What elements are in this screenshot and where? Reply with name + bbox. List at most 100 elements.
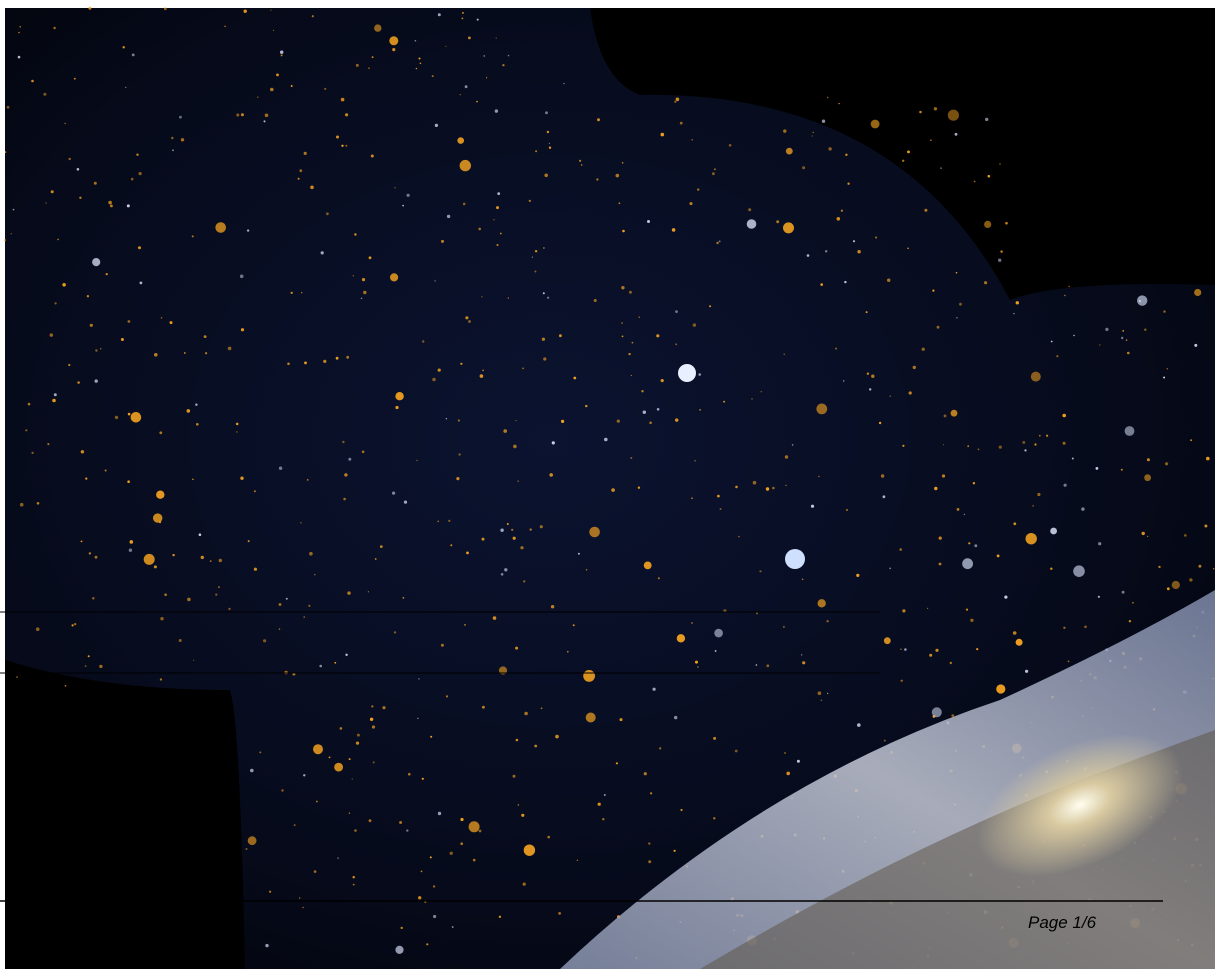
star [334,661,337,664]
star [883,637,891,645]
star [73,77,76,80]
star [977,448,980,451]
star [257,96,259,98]
star [355,741,360,745]
star [382,706,386,710]
star [285,597,288,600]
star [395,405,399,410]
star [766,664,770,668]
star [621,162,624,164]
star [987,174,991,178]
star [179,115,182,119]
star [908,391,912,395]
star [541,337,546,341]
star [426,943,429,946]
star [441,239,444,243]
star [900,679,903,682]
star [313,744,323,755]
star [459,94,461,96]
star [351,778,353,780]
star [324,87,327,90]
star [524,711,528,716]
star [406,829,409,832]
star [62,283,66,287]
star [974,544,978,548]
star [1171,580,1180,590]
star [543,247,545,249]
star [263,639,267,643]
star [374,558,377,560]
star [500,528,504,532]
star [457,419,460,422]
star [172,149,174,152]
star [1144,474,1151,482]
star [738,535,740,538]
star [927,607,929,610]
star [483,55,485,57]
star [558,912,561,915]
star [36,502,40,505]
star [494,109,499,113]
star [417,717,419,719]
star [1038,434,1041,437]
star [679,121,683,125]
star [1194,343,1198,347]
star [782,625,785,628]
star [422,340,425,343]
star [712,172,715,176]
star [887,278,891,282]
star [548,146,552,149]
star [94,555,98,559]
star [49,333,53,337]
star [513,444,517,449]
star [547,296,550,299]
star [735,485,738,489]
star [1037,492,1041,497]
star [130,177,134,181]
star [522,367,524,370]
star [209,560,212,562]
star [278,628,281,630]
star [465,316,469,320]
star [528,199,531,202]
star [1213,568,1215,570]
star [842,380,845,382]
star [783,353,785,355]
star [962,558,973,570]
star [127,412,131,416]
star [466,551,469,555]
star [515,646,519,650]
star [371,725,376,729]
star [714,168,716,171]
star [418,896,422,900]
star [1012,631,1017,635]
star [748,208,752,212]
star [92,597,95,600]
star [765,487,770,491]
star [694,459,696,462]
star [1124,426,1135,436]
star [1121,336,1124,340]
star [596,178,599,181]
star [973,180,976,183]
star [933,107,938,111]
star [84,665,87,667]
star [522,882,526,886]
star [845,153,848,156]
star [642,410,646,414]
star [361,278,366,282]
star [53,26,56,30]
star [984,220,992,228]
star [784,752,786,754]
star [19,26,21,28]
star [18,31,20,34]
star [218,558,222,563]
star [847,182,850,185]
star [308,604,311,607]
star [641,390,644,393]
star [393,631,397,634]
star [500,573,504,576]
star [127,320,131,323]
star [104,469,107,472]
star [1067,660,1070,663]
